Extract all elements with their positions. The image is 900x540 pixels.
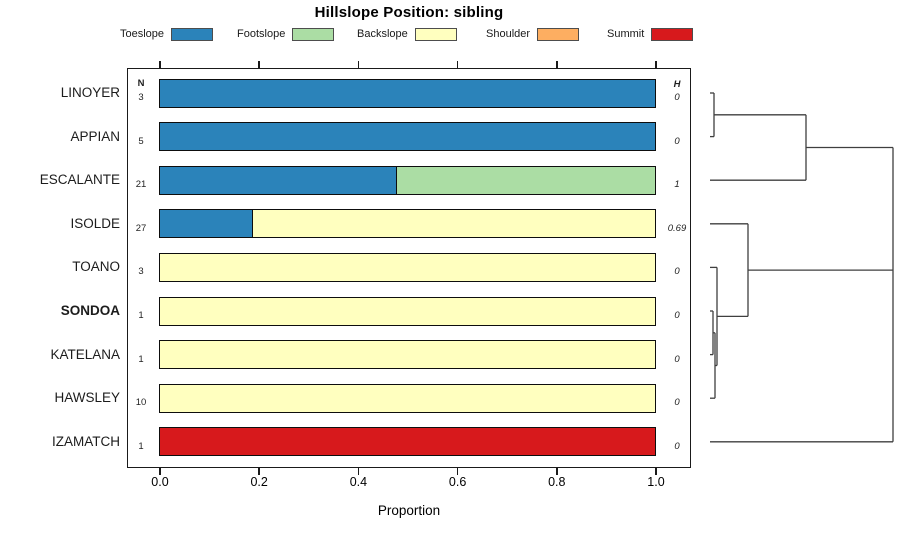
x-tick-bottom	[159, 468, 161, 475]
x-tick-bottom	[556, 468, 558, 475]
legend-swatch-shoulder	[537, 27, 580, 41]
bar-segment-toeslope	[160, 166, 396, 194]
legend-item-summit: Summit	[607, 25, 694, 43]
bar-segment-toeslope	[160, 210, 252, 238]
x-tick-top	[655, 61, 657, 68]
n-column-header: N	[137, 78, 145, 89]
legend-label: Summit	[607, 28, 645, 40]
chart-title: Hillslope Position: sibling	[314, 4, 504, 21]
bar-segment-backslope	[251, 210, 655, 238]
x-tick-label: 1.0	[647, 475, 665, 489]
x-tick-top	[556, 61, 558, 68]
bar-segment-backslope	[160, 297, 655, 325]
h-value: 0	[674, 92, 680, 103]
h-value: 0	[674, 135, 680, 147]
h-column-header: H	[673, 79, 681, 90]
x-tick-bottom	[456, 468, 459, 475]
x-tick-label: 0.0	[151, 475, 169, 489]
bar-segment-summit	[160, 428, 655, 456]
legend-item-shoulder: Shoulder	[486, 25, 580, 43]
x-tick-label: 0.4	[349, 475, 368, 489]
bar-segment-toeslope	[160, 79, 655, 107]
row-label-sondoa: SONDOA	[60, 303, 120, 318]
h-value: 1	[674, 179, 680, 191]
bar-row-hawsley	[159, 383, 656, 413]
x-tick-bottom	[655, 468, 657, 475]
legend-label: Footslope	[237, 28, 286, 40]
x-axis-label: Proportion	[377, 503, 441, 518]
n-value: 21	[135, 179, 147, 191]
h-value: 0	[674, 266, 680, 278]
x-tick-label: 0.2	[250, 475, 268, 489]
h-value: 0.69	[667, 222, 687, 234]
row-label-hawsley: HAWSLEY	[54, 390, 120, 406]
legend-label: Backslope	[357, 28, 408, 40]
row-label-escalante: ESCALANTE	[39, 172, 120, 188]
x-tick-top	[456, 61, 459, 68]
bar-segment-backslope	[160, 253, 655, 281]
h-value: 0	[674, 310, 680, 321]
bar-row-appian	[159, 122, 656, 152]
legend-swatch-summit	[651, 27, 694, 41]
bar-row-escalante	[159, 165, 656, 195]
x-tick-top	[357, 61, 360, 68]
x-tick-top	[258, 61, 260, 68]
legend-label: Toeslope	[120, 28, 165, 40]
bar-row-sondoa	[159, 296, 656, 326]
x-tick-bottom	[258, 468, 260, 475]
bar-row-isolde	[159, 209, 656, 239]
bar-segment-footslope	[395, 166, 655, 194]
bar-row-izamatch	[159, 427, 656, 457]
row-label-izamatch: IZAMATCH	[52, 433, 120, 449]
n-value: 3	[138, 266, 144, 278]
legend-item-toeslope: Toeslope	[120, 25, 214, 43]
row-label-katelana: KATELANA	[50, 346, 120, 362]
n-value: 3	[138, 92, 144, 103]
bar-segment-backslope	[160, 341, 655, 369]
h-value: 0	[674, 440, 680, 452]
legend-label: Shoulder	[486, 28, 531, 40]
row-label-appian: APPIAN	[70, 128, 120, 144]
legend-swatch-footslope	[292, 27, 335, 41]
h-value: 0	[674, 353, 680, 365]
n-value: 1	[138, 353, 144, 365]
row-label-linoyer: LINOYER	[60, 85, 120, 100]
row-label-isolde: ISOLDE	[70, 215, 120, 231]
bar-segment-toeslope	[160, 123, 655, 151]
bar-row-linoyer	[159, 78, 656, 108]
bar-segment-backslope	[160, 384, 655, 412]
x-tick-label: 0.8	[548, 475, 566, 489]
n-value: 1	[138, 310, 144, 321]
row-label-toano: TOANO	[72, 259, 120, 275]
n-value: 5	[138, 135, 144, 147]
x-tick-top	[159, 61, 161, 68]
legend-swatch-backslope	[414, 27, 457, 41]
legend: Toeslope Footslope Backslope Shoulder Summit	[0, 0, 900, 46]
legend-item-footslope: Footslope	[237, 25, 335, 43]
legend-swatch-toeslope	[171, 27, 214, 41]
x-tick-bottom	[357, 468, 360, 475]
n-value: 10	[135, 397, 147, 409]
n-value: 1	[138, 440, 144, 452]
bar-row-katelana	[159, 340, 656, 370]
bar-row-toano	[159, 252, 656, 282]
h-value: 0	[674, 397, 680, 409]
n-value: 27	[135, 222, 147, 234]
x-tick-label: 0.6	[448, 475, 467, 489]
legend-item-backslope: Backslope	[357, 25, 457, 43]
